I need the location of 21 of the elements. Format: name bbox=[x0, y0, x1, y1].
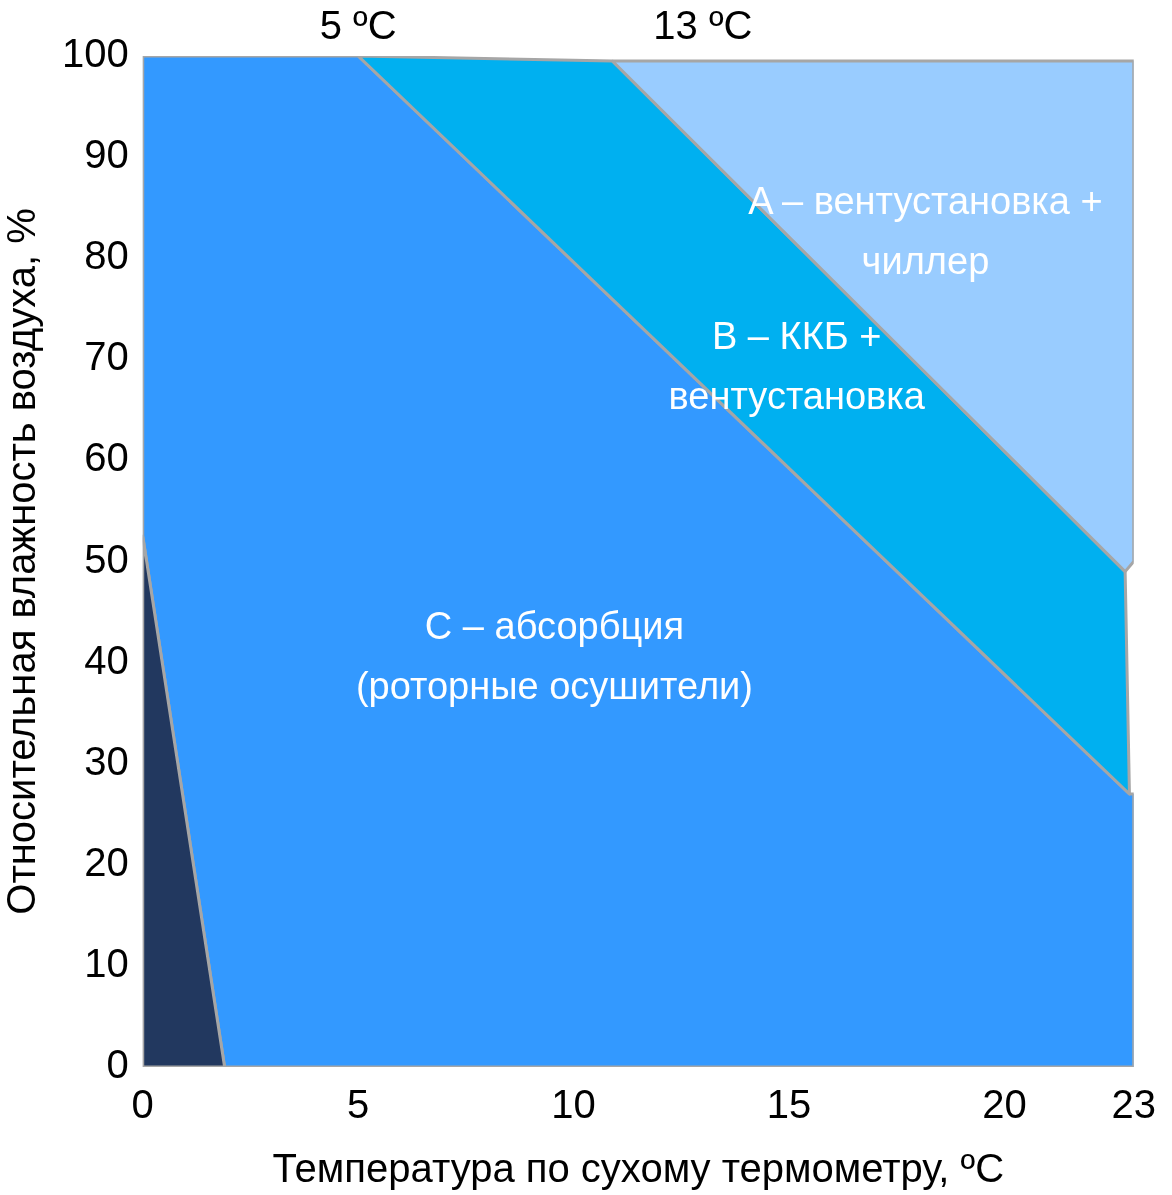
x-tick-label: 5 bbox=[347, 1082, 370, 1127]
y-tick-label: 50 bbox=[84, 536, 129, 581]
x-tick-label: 20 bbox=[982, 1082, 1027, 1127]
x-tick-label: 15 bbox=[766, 1082, 812, 1127]
y-tick-label: 70 bbox=[84, 334, 129, 379]
y-tick-label: 60 bbox=[84, 435, 129, 480]
y-tick-label: 90 bbox=[84, 132, 129, 177]
y-tick-label: 10 bbox=[84, 940, 129, 985]
y-tick-label: 0 bbox=[106, 1042, 129, 1087]
x2-tick-label: 13 ºC bbox=[653, 3, 753, 48]
y-tick-label: 20 bbox=[84, 839, 129, 884]
x-tick-label: 10 bbox=[551, 1082, 596, 1127]
x-axis-title: Температура по сухому термометру, ºC bbox=[272, 1146, 1005, 1191]
series-label: C – абсорбция (роторные осушители) bbox=[355, 604, 753, 707]
y-axis-title: Относительная влажность воздуха, % bbox=[0, 208, 44, 915]
x2-tick-label: 5 ºC bbox=[319, 3, 397, 48]
y-tick-label: 100 bbox=[61, 31, 129, 76]
y-tick-label: 40 bbox=[84, 637, 129, 682]
y-tick-label: 30 bbox=[84, 738, 129, 783]
x-tick-label: 23 bbox=[1111, 1082, 1156, 1127]
y-tick-label: 80 bbox=[84, 233, 129, 278]
